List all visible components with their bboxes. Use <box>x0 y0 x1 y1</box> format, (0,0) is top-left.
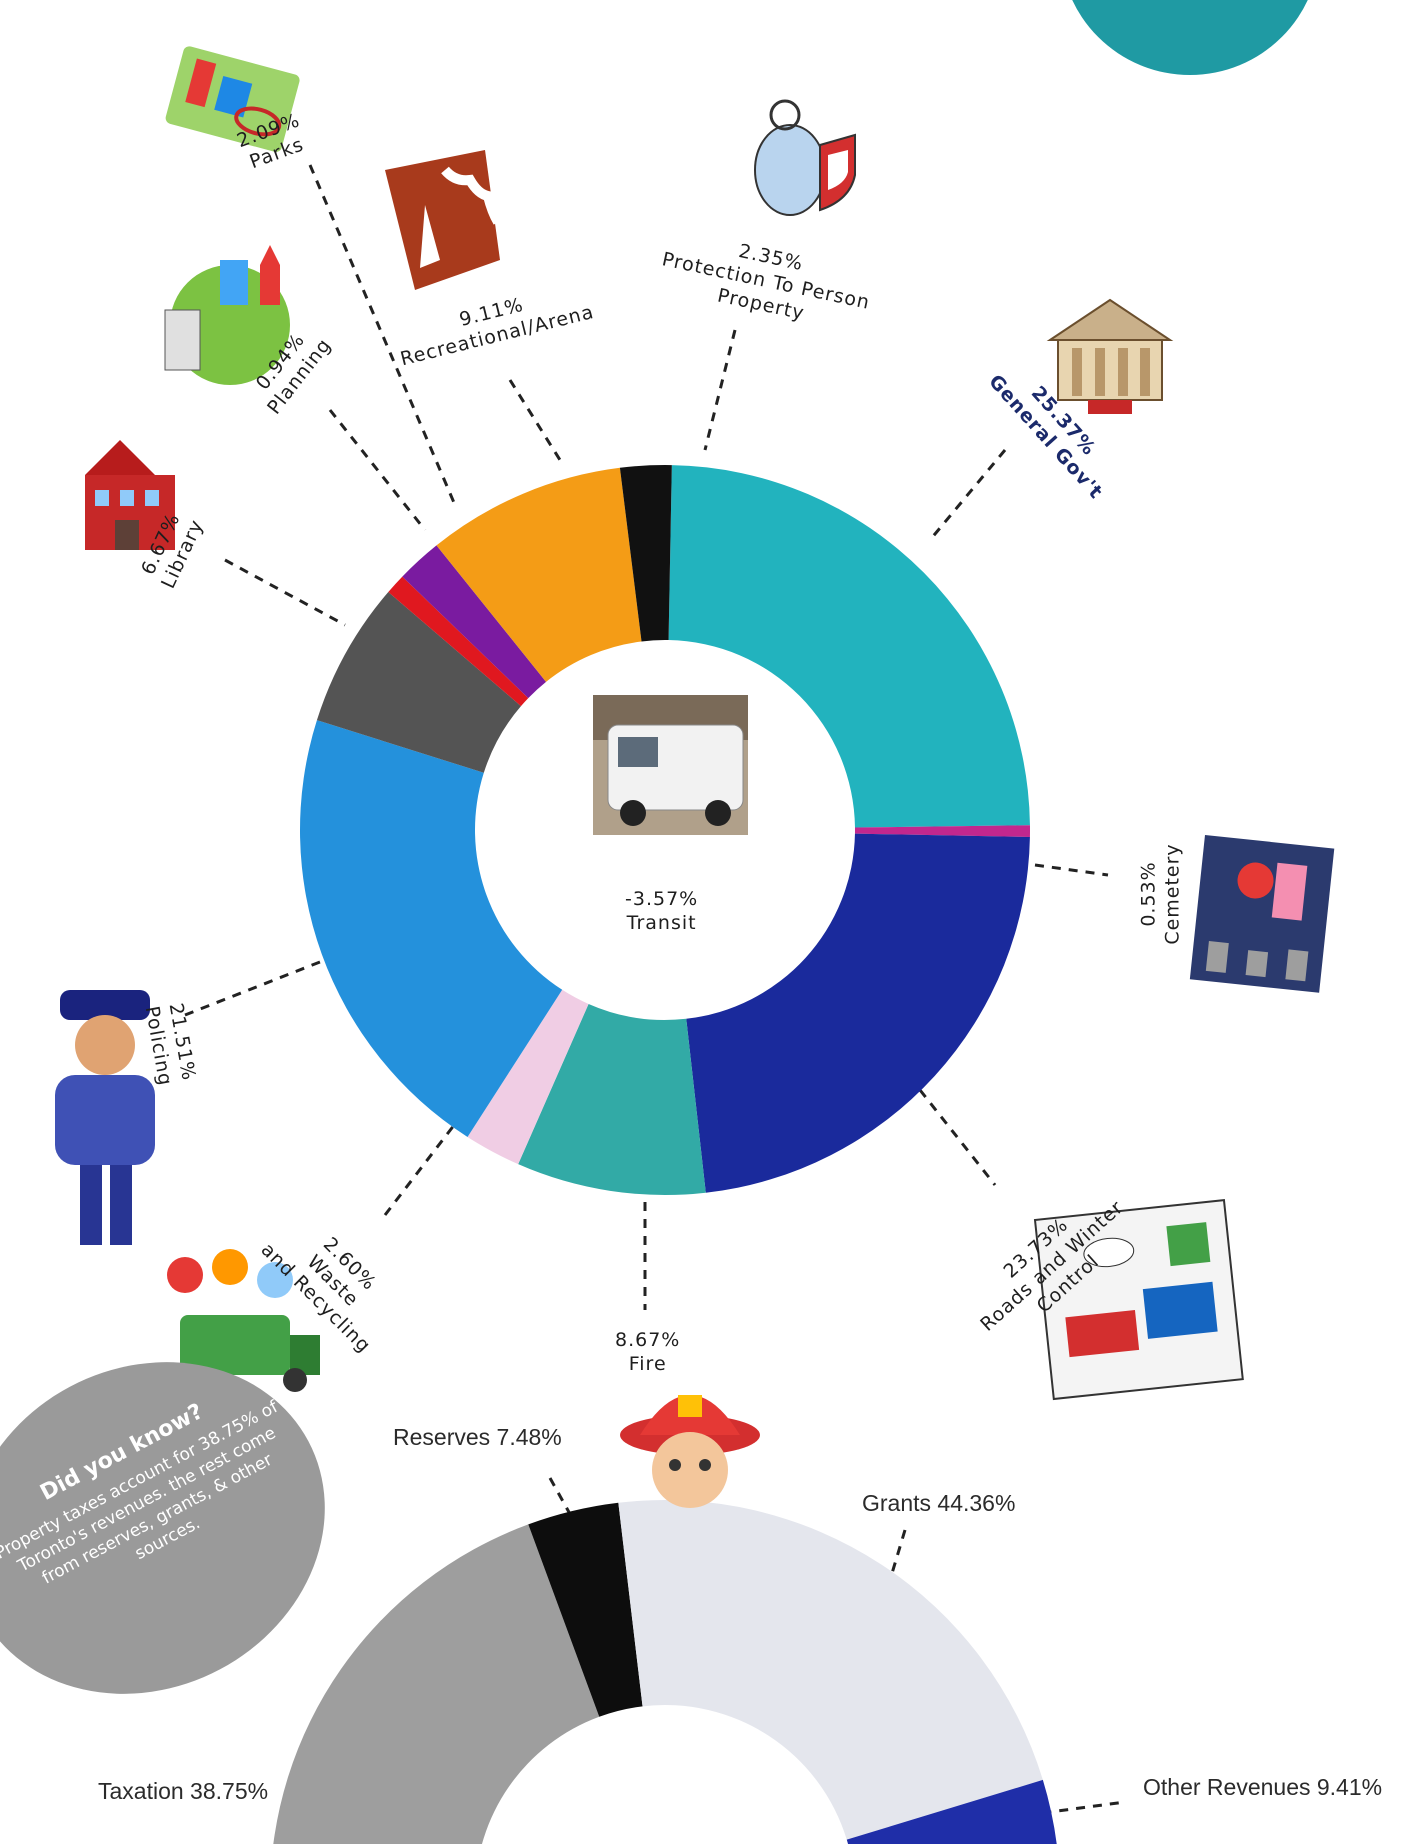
shield-character-icon <box>754 99 856 216</box>
label-other: Other Revenues 9.41% <box>1143 1774 1383 1800</box>
revenue-slice-reserves <box>528 1502 643 1717</box>
cemetery-value: 0.53% <box>1137 861 1160 927</box>
arena-icon <box>385 150 503 290</box>
revenue-half-donut <box>273 1500 1057 1844</box>
leader-cemetery <box>1034 863 1109 877</box>
donut-slice-recreational-arena <box>436 467 642 682</box>
leader-library <box>224 558 346 627</box>
transit-van-icon <box>593 695 748 835</box>
label-taxation: Taxation 38.75% <box>98 1778 269 1804</box>
cemetery-scene-icon <box>1189 835 1335 993</box>
label-grants: Grants 44.36% <box>862 1490 1016 1516</box>
library-building-icon <box>85 440 175 550</box>
cemetery-name: Cemetery <box>1161 843 1184 945</box>
leader-policing <box>184 958 326 1017</box>
donut-slice-roads-and-winter-control <box>686 833 1030 1193</box>
expense-donut <box>299 465 1030 1195</box>
donut-slice-library <box>316 591 521 773</box>
government-building-icon <box>1046 298 1174 414</box>
donut-slice-cemetery <box>854 825 1030 837</box>
snowplow-cartoon-icon <box>1033 1199 1244 1401</box>
label-reserves: Reserves 7.48% <box>393 1424 562 1450</box>
leader-recreational <box>508 379 562 461</box>
donut-slice-fire <box>518 1003 706 1195</box>
donut-slice-general-gov-t <box>668 465 1030 828</box>
firefighter-icon <box>620 1395 760 1508</box>
transit-value: -3.57% <box>625 888 699 910</box>
revenue-slice-other-revenues <box>846 1779 1057 1844</box>
donut-slice-waste-and-recycling <box>467 989 589 1165</box>
leader-parks <box>308 164 457 506</box>
leader-protection <box>703 329 737 451</box>
transit-name: Transit <box>626 912 697 934</box>
donut-slice-protection-to-person-property <box>619 465 672 642</box>
label-transit: -3.57% Transit <box>625 887 698 935</box>
leader-roads <box>918 1089 997 1186</box>
playground-icon <box>165 46 300 152</box>
leader-planning <box>328 409 427 531</box>
police-officer-icon <box>55 990 155 1245</box>
donut-slice-policing <box>299 720 563 1137</box>
label-fire: 8.67% Fire <box>615 1328 680 1376</box>
donut-slice-planning <box>388 576 529 707</box>
leader-waste <box>383 1119 460 1216</box>
fire-value: 8.67% <box>615 1329 681 1351</box>
revenue-slice-grants <box>618 1500 1043 1840</box>
city-globe-icon <box>164 245 290 385</box>
donut-slice-parks <box>402 545 547 699</box>
label-cemetery: 0.53% Cemetery <box>1137 843 1185 944</box>
fire-name: Fire <box>628 1353 667 1375</box>
leader-general <box>928 449 1007 541</box>
revenue-slice-taxation <box>273 1524 600 1844</box>
